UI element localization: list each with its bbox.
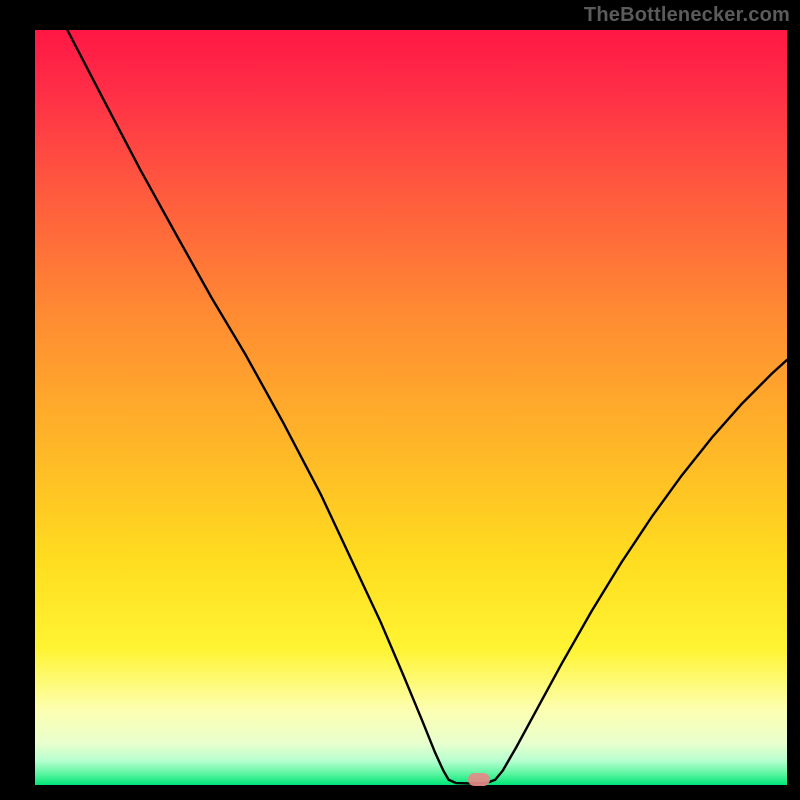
chart-frame: TheBottlenecker.com bbox=[0, 0, 800, 800]
watermark-text: TheBottlenecker.com bbox=[584, 4, 790, 27]
plot-area bbox=[35, 30, 787, 785]
plot-inner bbox=[35, 30, 787, 785]
gradient-background bbox=[35, 30, 787, 785]
